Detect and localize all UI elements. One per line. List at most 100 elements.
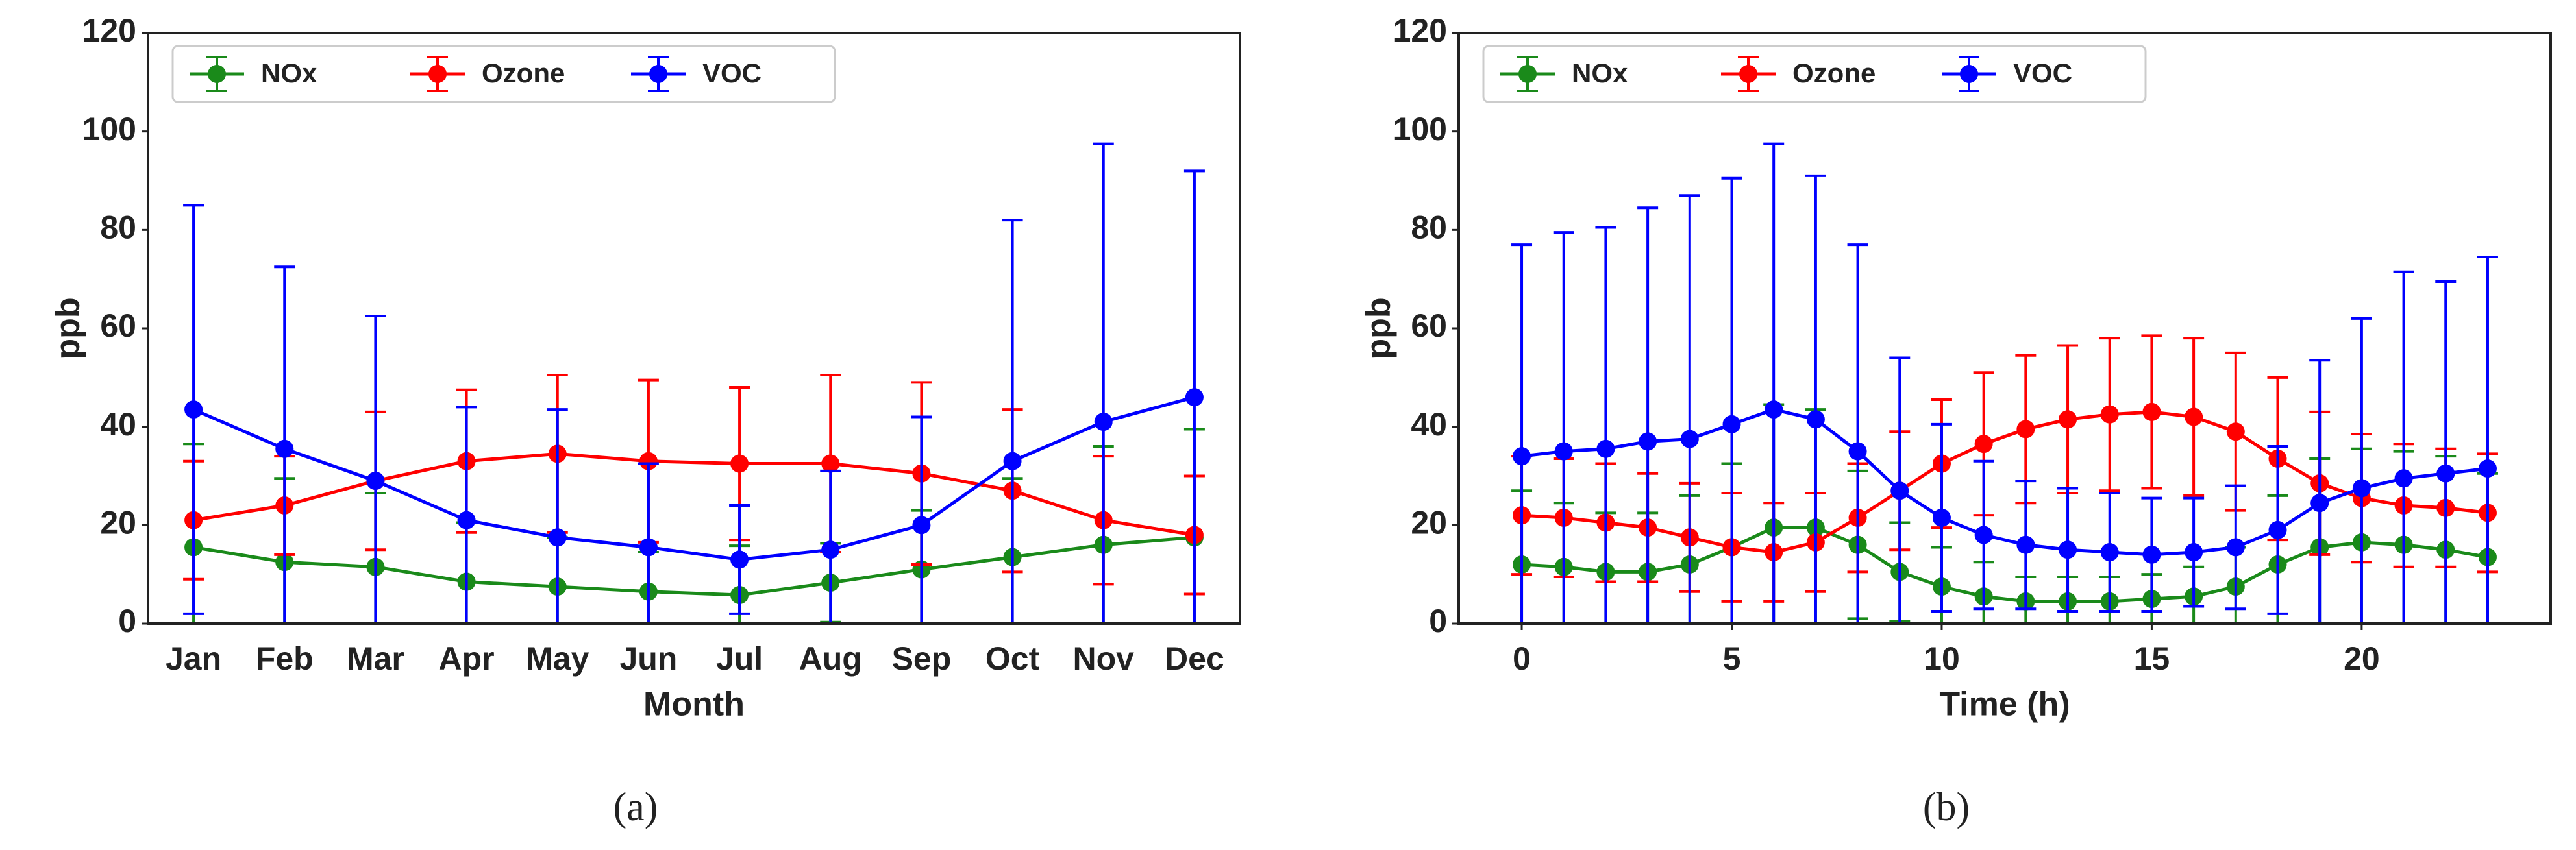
y-tick-label: 20 — [100, 505, 136, 541]
data-point — [1974, 526, 1993, 544]
data-point — [1596, 439, 1615, 458]
data-point — [2142, 545, 2161, 564]
data-point — [2016, 535, 2035, 554]
legend-label: NOx — [1572, 58, 1628, 88]
x-tick-label: Jul — [716, 640, 763, 677]
x-tick-label: Jun — [619, 640, 677, 677]
data-point — [730, 550, 749, 569]
y-tick-label: 40 — [100, 406, 136, 443]
legend-swatch-marker — [1518, 65, 1537, 83]
x-tick-label: Sep — [892, 640, 952, 677]
data-point — [2142, 402, 2161, 421]
data-point — [2478, 459, 2497, 478]
legend-swatch-marker — [1739, 65, 1757, 83]
data-point — [2185, 407, 2203, 426]
x-tick-label: 0 — [1513, 640, 1531, 677]
data-point — [2226, 538, 2245, 557]
x-tick-label: Dec — [1165, 640, 1224, 677]
data-point — [2100, 405, 2119, 424]
data-point — [1003, 452, 1022, 470]
legend: NOx Ozone VOC — [1482, 45, 2147, 103]
data-point — [2436, 464, 2455, 483]
data-point — [730, 454, 749, 473]
y-tick-label: 80 — [1411, 210, 1447, 246]
y-tick-label: 120 — [82, 12, 136, 49]
chart: Jan Feb Mar Apr May Jun Jul Aug Sep Oct Nov Dec 0 20 4… — [49, 12, 1241, 829]
x-tick-label: Nov — [1073, 640, 1135, 677]
y-tick-label: 60 — [100, 308, 136, 344]
data-point — [2059, 540, 2077, 559]
data-point — [2352, 479, 2371, 498]
x-tick-label: Feb — [256, 640, 314, 677]
data-point — [1513, 447, 1531, 466]
x-tick-label: Mar — [347, 640, 404, 677]
data-point — [639, 452, 658, 470]
data-point — [1765, 400, 1783, 419]
plot-frame — [1457, 32, 2552, 625]
data-point — [1554, 442, 1573, 461]
legend-box — [171, 45, 836, 103]
x-axis-label: Time (h) — [1939, 686, 2070, 723]
data-point — [821, 540, 840, 559]
legend-swatch-marker — [649, 65, 667, 83]
data-point — [1094, 413, 1113, 431]
data-point — [912, 516, 931, 535]
y-axis-label: ppb — [49, 297, 87, 359]
x-tick-label: Aug — [799, 640, 862, 677]
legend-label: VOC — [702, 58, 762, 88]
data-point — [2185, 543, 2203, 562]
data-point — [2100, 543, 2119, 562]
y-tick-label: 20 — [1411, 505, 1447, 541]
legend-swatch-marker — [208, 65, 226, 83]
data-point — [1890, 481, 1909, 500]
plot-area — [183, 142, 1205, 624]
data-point — [2310, 494, 2329, 513]
data-point — [184, 400, 203, 419]
y-tick-label: 40 — [1411, 406, 1447, 443]
series-line — [193, 395, 1195, 561]
data-point — [1185, 388, 1204, 407]
legend-label: Ozone — [1792, 58, 1876, 88]
data-point — [1974, 435, 1993, 454]
data-point — [2059, 410, 2077, 429]
y-tick-label: 100 — [82, 111, 136, 147]
series-line — [193, 452, 1195, 537]
data-point — [639, 538, 658, 557]
data-point — [275, 439, 294, 458]
y-tick-label: 80 — [100, 210, 136, 246]
legend-swatch-marker — [428, 65, 447, 83]
data-point — [1806, 410, 1825, 429]
y-tick-label: 0 — [118, 603, 136, 639]
legend-box — [1482, 45, 2147, 103]
chart: 0 5 10 15 20 0 20 40 60 80 100 120 Time (h) ppb NOx Ozo… — [1360, 12, 2552, 829]
data-point — [1680, 430, 1699, 448]
legend-label: VOC — [2013, 58, 2072, 88]
data-point — [1848, 442, 1867, 461]
x-axis-label: Month — [643, 686, 745, 723]
data-point — [457, 511, 476, 529]
legend-swatch-marker — [1960, 65, 1978, 83]
legend: NOx Ozone VOC — [171, 45, 836, 103]
caption: (a) — [613, 785, 658, 829]
data-point — [1722, 415, 1741, 433]
legend-label: Ozone — [482, 58, 565, 88]
data-point — [821, 454, 840, 473]
plot-area — [1511, 142, 2498, 624]
y-tick-label: 100 — [1393, 111, 1447, 147]
x-tick-label: Oct — [985, 640, 1040, 677]
caption: (b) — [1923, 785, 1970, 829]
x-tick-label: 15 — [2134, 640, 2170, 677]
data-point — [1932, 508, 1951, 527]
data-point — [1639, 432, 1657, 451]
y-tick-label: 60 — [1411, 308, 1447, 344]
data-point — [366, 472, 385, 491]
series-line — [1521, 410, 2488, 554]
x-tick-label: 5 — [1723, 640, 1741, 677]
data-point — [2394, 469, 2413, 488]
series-line — [193, 535, 1195, 597]
y-tick-label: 120 — [1393, 12, 1447, 49]
x-tick-label: May — [526, 640, 589, 677]
plot-frame — [147, 32, 1241, 625]
x-tick-label: 10 — [1924, 640, 1960, 677]
